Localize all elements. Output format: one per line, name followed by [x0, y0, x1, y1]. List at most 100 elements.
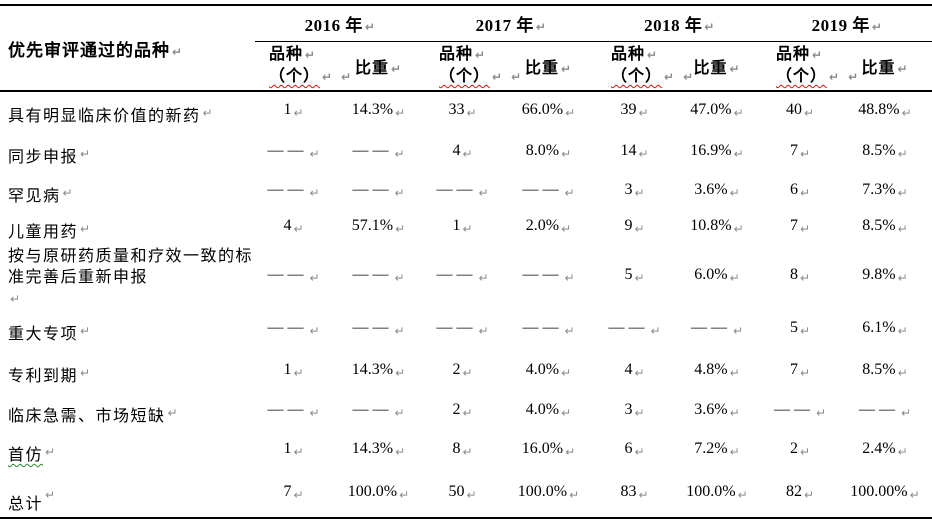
paragraph-mark-icon: ↵ [394, 406, 405, 420]
paragraph-mark-icon: ↵ [293, 366, 304, 380]
cell-value: 82 [785, 482, 802, 500]
table-row: 首仿 ↵ 1 ↵ 14.3% ↵ 8 ↵ 16.0% ↵ 6 ↵ 7.2% ↵ 2 ↵ 2.4% ↵ [0, 432, 932, 472]
data-cell: 10.8% ↵ [672, 212, 762, 246]
cell-value: 8.5% [862, 217, 896, 234]
paragraph-mark-icon: ↵ [634, 222, 645, 236]
paragraph-mark-icon: ↵ [364, 19, 376, 34]
cell-value: 16.9% [690, 142, 732, 159]
subheader-share-label: 比重 [354, 59, 389, 77]
year-label: 2019 年 [811, 15, 870, 35]
paragraph-mark-icon: ↵ [511, 69, 523, 84]
data-cell: 39 ↵ [597, 91, 672, 134]
cell-value: 100.0% [517, 482, 568, 500]
data-cell: 8.5% ↵ [838, 134, 932, 174]
cell-value: 14 [620, 142, 637, 159]
paragraph-mark-icon: ↵ [799, 445, 811, 459]
paragraph-mark-icon: ↵ [729, 445, 740, 459]
cell-value: 7.3% [862, 181, 896, 198]
paragraph-mark-icon: ↵ [729, 61, 741, 76]
data-cell: —— ↵ [332, 134, 425, 174]
data-cell: 4.8% ↵ [672, 352, 762, 394]
data-cell: 48.8% ↵ [838, 91, 932, 134]
paragraph-mark-icon: ↵ [812, 47, 824, 62]
paragraph-mark-icon: ↵ [647, 47, 659, 62]
data-cell: 14.3% ↵ [332, 352, 425, 394]
data-cell: 2 ↵ [762, 432, 838, 472]
data-cell: 50 ↵ [425, 472, 500, 519]
paragraph-mark-icon: ↵ [293, 445, 304, 459]
cell-value: 8 [452, 440, 461, 457]
cell-value: 33 [448, 101, 465, 118]
data-cell: —— ↵ [332, 310, 425, 352]
paragraph-mark-icon: ↵ [462, 147, 473, 161]
subheader-share: 比重 ↵ [500, 41, 597, 92]
paragraph-mark-icon: ↵ [466, 487, 477, 502]
subheader-count: 品种 ↵ （个） ↵ ↵ [762, 41, 858, 92]
cell-value: 48.8% [858, 101, 900, 118]
paragraph-mark-icon: ↵ [80, 147, 92, 161]
cell-value: 4.0% [525, 401, 560, 418]
row-label-text: 具有明显临床价值的新药 [8, 108, 201, 125]
data-cell: 8.0% ↵ [500, 134, 597, 174]
paragraph-mark-icon: ↵ [394, 186, 405, 200]
paragraph-mark-icon: ↵ [202, 106, 215, 120]
cell-value: 2 [789, 440, 798, 457]
cell-value: 8.5% [862, 142, 896, 159]
data-cell: 2.4% ↵ [838, 432, 932, 472]
paragraph-mark-icon: ↵ [733, 222, 744, 236]
subheader-row: 品种 ↵ （个） ↵ ↵ 比重 ↵ 品种 ↵ （个） ↵ ↵ 比重 ↵ 品种 ↵ （个） ↵ ↵ 比重 ↵ 品种 ↵ （个） ↵… [0, 41, 932, 92]
cell-value: 4.8% [694, 361, 728, 378]
table-row: 具有明显临床价值的新药 ↵ 1 ↵ 14.3% ↵ 33 ↵ 66.0% ↵ 39 ↵ 47.0% ↵ 40… [0, 91, 932, 134]
empty-value-dash: —— [267, 142, 308, 159]
paragraph-mark-icon: ↵ [897, 271, 908, 285]
priority-review-table: 优先审评通过的品种 ↵ 2016 年 ↵ 2017 年 ↵ 2018 年 ↵ 2019 … [0, 4, 932, 519]
empty-value-dash: —— [522, 266, 563, 283]
cell-value: 6.0% [694, 266, 728, 283]
paragraph-mark-icon: ↵ [799, 324, 811, 338]
paragraph-mark-icon: ↵ [897, 61, 909, 76]
data-cell: —— ↵ [500, 174, 597, 212]
data-cell: 7 ↵ [762, 212, 838, 246]
paragraph-mark-icon: ↵ [394, 324, 405, 338]
data-cell: 8 ↵ [425, 432, 500, 472]
subheader-count-line2: （个） [776, 67, 828, 85]
empty-value-dash: —— [352, 142, 393, 159]
paragraph-mark-icon: ↵ [683, 69, 695, 84]
cell-value: 8.5% [862, 361, 896, 378]
paragraph-mark-icon: ↵ [172, 44, 184, 59]
paragraph-mark-icon: ↵ [732, 324, 744, 338]
paragraph-mark-icon: ↵ [634, 406, 645, 420]
cell-value: 2.0% [525, 217, 560, 234]
paragraph-mark-icon: ↵ [901, 106, 912, 120]
paragraph-mark-icon: ↵ [561, 406, 572, 420]
paragraph-mark-icon: ↵ [561, 222, 572, 236]
paragraph-mark-icon: ↵ [638, 147, 649, 161]
cell-value: 7 [789, 142, 798, 159]
paragraph-mark-icon: ↵ [462, 406, 473, 420]
table-row: 临床急需、市场短缺 ↵ —— ↵ —— ↵ 2 ↵ 4.0% ↵ 3 ↵ 3.6% ↵ —— ↵ —— ↵ [0, 394, 932, 432]
data-cell: 16.0% ↵ [500, 432, 597, 472]
data-cell: 47.0% ↵ [672, 91, 762, 134]
paragraph-mark-icon: ↵ [564, 324, 575, 338]
data-cell: —— ↵ [762, 394, 838, 432]
paragraph-mark-icon: ↵ [569, 487, 580, 502]
paragraph-mark-icon: ↵ [395, 445, 406, 459]
cell-value: 2 [452, 361, 461, 378]
data-cell: 40 ↵ [762, 91, 838, 134]
paragraph-mark-icon: ↵ [390, 61, 403, 76]
data-cell: 1 ↵ [255, 432, 332, 472]
data-cell: 8 ↵ [762, 246, 838, 310]
subheader-share-label: 比重 [524, 59, 559, 77]
paragraph-mark-icon: ↵ [564, 186, 575, 200]
cell-value: 9.8% [862, 266, 896, 283]
row-label-text: 专利到期 [8, 368, 79, 385]
cell-value: 6 [789, 181, 798, 198]
empty-value-dash: —— [773, 401, 814, 418]
year-label: 2016 年 [304, 15, 363, 35]
paragraph-mark-icon: ↵ [634, 186, 645, 200]
paragraph-mark-icon: ↵ [897, 324, 908, 338]
paragraph-mark-icon: ↵ [462, 222, 473, 236]
cell-value: 6.1% [862, 319, 896, 336]
cell-value: 83 [620, 482, 637, 500]
paragraph-mark-icon: ↵ [475, 47, 487, 62]
